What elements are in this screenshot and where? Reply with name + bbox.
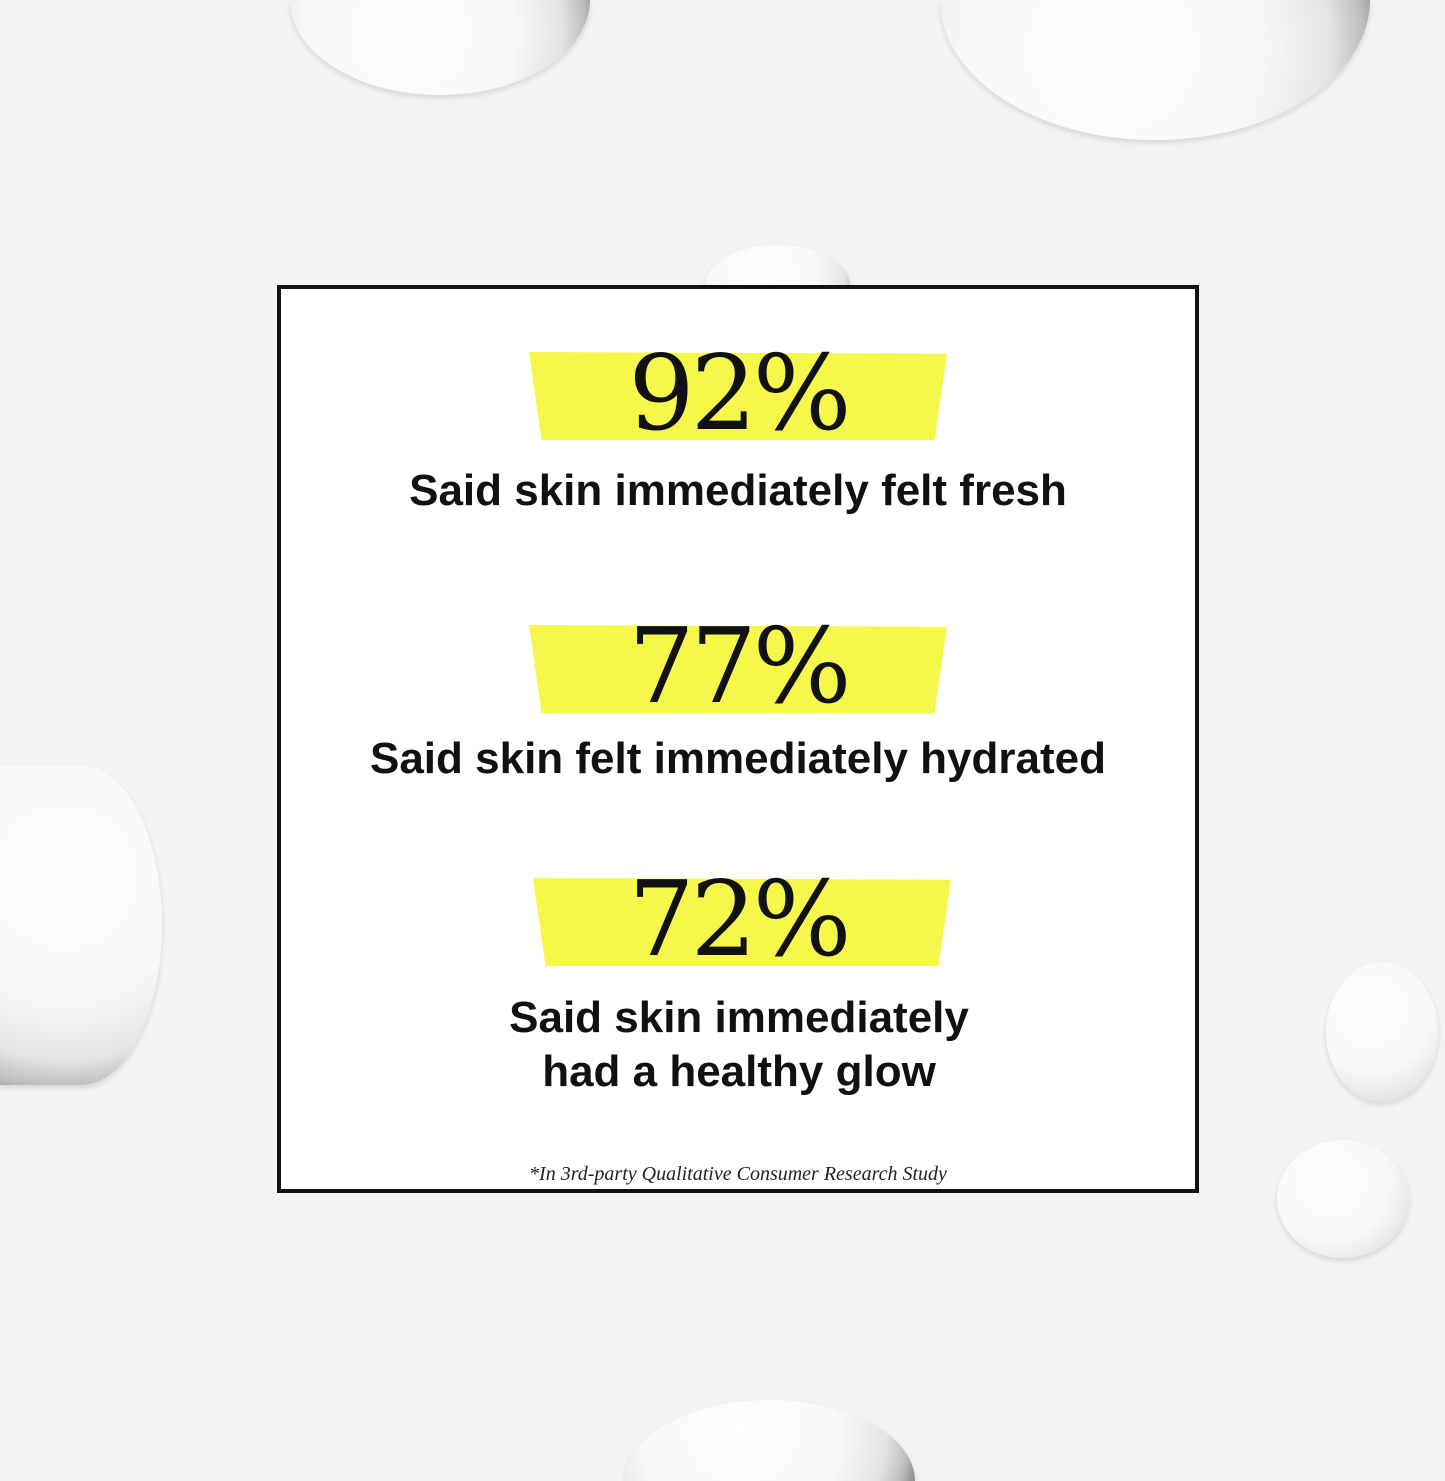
water-droplet: [1277, 1140, 1409, 1258]
stat-caption: Said skin immediately had a healthy glow: [509, 993, 969, 1096]
water-droplet: [940, 0, 1370, 140]
stat-value: 77%: [628, 605, 851, 727]
stat-value: 72%: [628, 858, 851, 980]
stat-caption: Said skin immediately felt fresh: [409, 466, 1067, 515]
water-droplet: [625, 1400, 915, 1481]
water-droplet: [0, 765, 162, 1085]
water-droplet: [290, 0, 590, 95]
water-droplet: [1326, 962, 1438, 1102]
highlight-tape: [529, 625, 947, 713]
footnote: *In 3rd-party Qualitative Consumer Resea…: [529, 1163, 947, 1185]
highlight-tape: [533, 878, 951, 966]
highlight-tape: [529, 352, 947, 440]
stat-value: 92%: [628, 332, 851, 454]
stats-panel: 92% Said skin immediately felt fresh 77%…: [277, 285, 1199, 1193]
stat-caption: Said skin felt immediately hydrated: [369, 734, 1106, 783]
